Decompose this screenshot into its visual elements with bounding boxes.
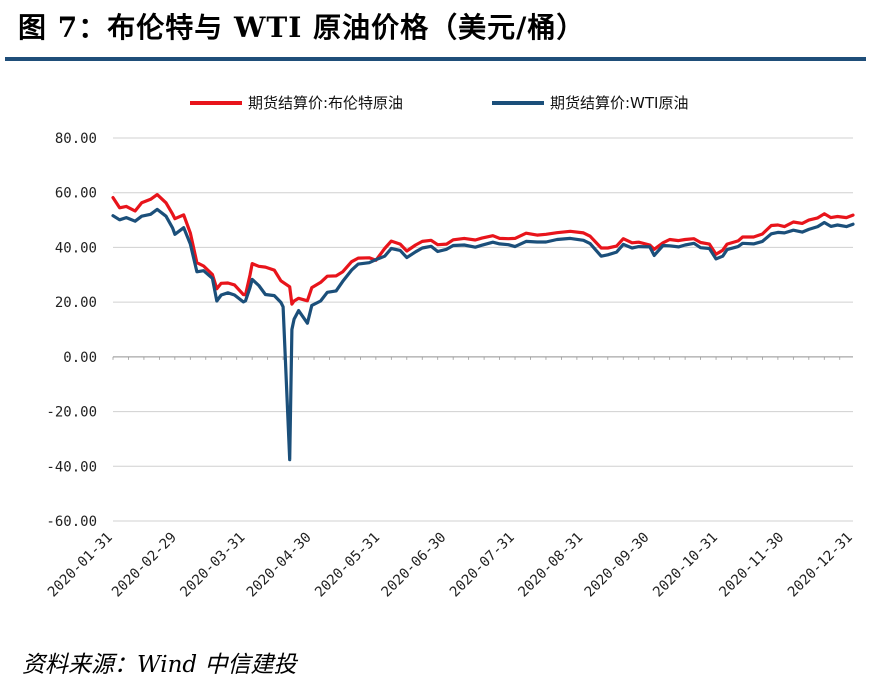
series-line-1	[111, 207, 855, 462]
x-tick-label: 2020-11-30	[716, 530, 787, 601]
x-tick-label: 2020-08-31	[515, 530, 586, 601]
x-axis-ticks: 2020-01-312020-02-292020-03-312020-04-30…	[45, 530, 856, 601]
source-note: 资料来源：Wind 中信建投	[22, 652, 297, 678]
legend-label: 期货结算价:布伦特原油	[248, 94, 403, 112]
x-tick-label: 2020-12-31	[785, 530, 856, 601]
y-tick-label: 0.00	[63, 350, 97, 366]
y-axis-ticks: 80.00 60.00 40.00 20.00 0.00 -20.00 -40.00 -60.…	[46, 131, 97, 530]
y-tick-label: 40.00	[55, 240, 97, 256]
x-tick-label: 2020-10-31	[650, 530, 721, 601]
x-tick-label: 2020-06-30	[378, 530, 449, 601]
x-tick-label: 2020-02-29	[109, 530, 180, 601]
x-tick-label: 2020-03-31	[177, 530, 248, 601]
y-tick-label: -20.00	[46, 405, 97, 421]
x-axis	[112, 356, 853, 360]
x-tick-label: 2020-04-30	[244, 530, 315, 601]
x-tick-label: 2020-05-31	[312, 530, 383, 601]
y-tick-label: 20.00	[55, 295, 97, 311]
series-line-0	[111, 193, 855, 306]
y-tick-label: 80.00	[55, 131, 97, 147]
legend-label: 期货结算价:WTI原油	[550, 94, 688, 112]
series-lines	[111, 193, 855, 462]
y-tick-label: 60.00	[55, 186, 97, 202]
figure-title: 图 7：布伦特与 WTI 原油价格（美元/桶）	[18, 11, 586, 44]
x-tick-label: 2020-01-31	[45, 530, 116, 601]
legend: 期货结算价:布伦特原油 期货结算价:WTI原油	[190, 94, 688, 112]
y-tick-label: -60.00	[46, 514, 97, 530]
grid-lines	[113, 137, 853, 522]
y-tick-label: -40.00	[46, 459, 97, 475]
x-tick-label: 2020-07-31	[447, 530, 518, 601]
line-chart: 80.00 60.00 40.00 20.00 0.00 -20.00 -40.00 -60.…	[45, 94, 856, 601]
x-tick-label: 2020-09-30	[582, 530, 653, 601]
title-rule	[5, 57, 866, 61]
